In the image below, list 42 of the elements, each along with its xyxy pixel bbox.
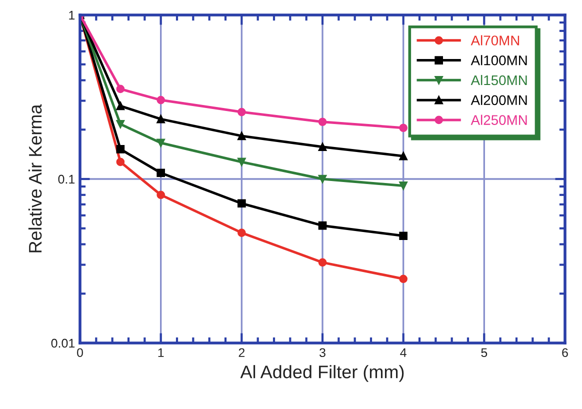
- point: [116, 84, 125, 94]
- point: [156, 168, 165, 178]
- x-tick-label: 4: [400, 348, 406, 357]
- x-tick-label: 0: [77, 348, 83, 358]
- point: [238, 158, 246, 166]
- point: [156, 138, 165, 148]
- x-axis-title: Al Added Filter (mm): [240, 365, 404, 382]
- point: [399, 124, 408, 132]
- x-tick-label: 6: [562, 348, 568, 358]
- point: [116, 120, 125, 128]
- legend-label: Al200MN: [470, 94, 527, 106]
- point: [238, 132, 246, 140]
- legend-label: Al100MN: [470, 55, 527, 66]
- point: [399, 182, 408, 190]
- legend-label: Al70MN: [470, 35, 520, 46]
- y-tick-label: 0.01: [51, 338, 75, 348]
- y-axis-title: Relative Air Kerma: [28, 104, 42, 252]
- point: [116, 158, 125, 166]
- x-tick-label: 1: [158, 348, 164, 357]
- point: [399, 152, 408, 160]
- point: [318, 258, 327, 267]
- point: [318, 118, 327, 126]
- point: [116, 102, 125, 110]
- point: [116, 145, 125, 154]
- point: [238, 108, 246, 116]
- point: [399, 274, 408, 284]
- x-tick-label: 2: [238, 348, 245, 357]
- point: [318, 221, 327, 230]
- x-tick-label: 3: [320, 348, 326, 358]
- legend-label: Al150MN: [470, 74, 527, 86]
- point: [238, 199, 246, 208]
- point: [156, 190, 165, 200]
- y-tick-label: 1: [69, 10, 75, 20]
- point: [238, 228, 246, 237]
- x-tick-label: 5: [481, 348, 488, 358]
- point: [318, 142, 327, 152]
- point: [156, 96, 165, 104]
- legend-label: Al250MN: [470, 114, 527, 125]
- y-tick-label: 0.1: [58, 174, 75, 184]
- point: [318, 174, 327, 184]
- point: [156, 114, 165, 124]
- point: [399, 232, 408, 240]
